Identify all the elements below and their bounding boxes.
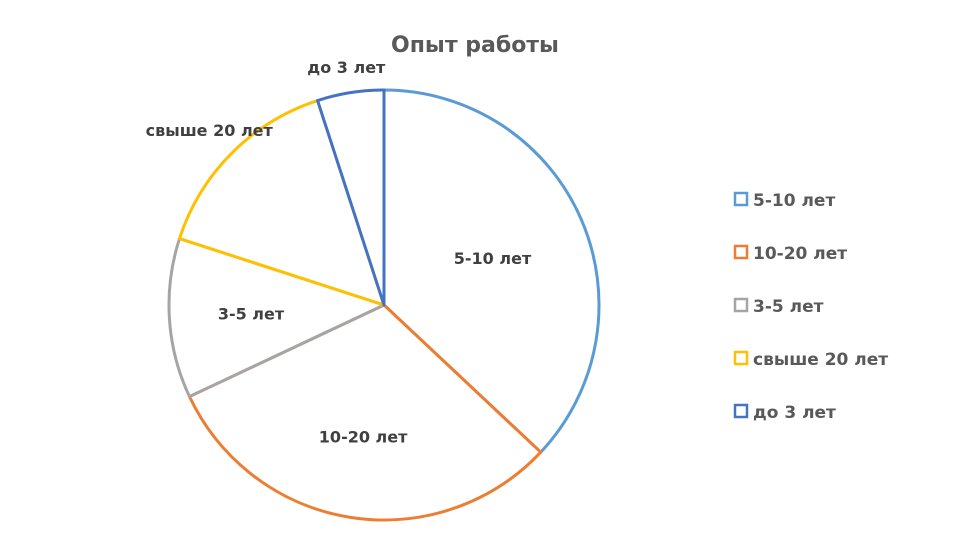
data-label-3: свыше 20 лет [146, 121, 274, 140]
legend-swatch-0 [733, 191, 749, 207]
legend-swatch-3 [733, 350, 749, 366]
legend-label-4: до 3 лет [753, 403, 836, 423]
pie-slices [167, 88, 601, 522]
pie-slice-0 [382, 88, 601, 454]
legend-label-0: 5-10 лет [753, 191, 835, 211]
legend-swatch-4 [733, 403, 749, 419]
data-label-4: до 3 лет [307, 58, 386, 77]
pie-slice-4 [316, 88, 386, 307]
data-label-0: 5-10 лет [454, 249, 532, 268]
chart-title: Опыт работы [391, 33, 559, 58]
pie-slice-2 [167, 237, 386, 399]
data-label-2: 3-5 лет [218, 304, 285, 323]
legend-label-2: 3-5 лет [753, 297, 824, 317]
data-labels: 5-10 лет 10-20 лет 3-5 лет свыше 20 лет до 3… [146, 58, 532, 447]
pie-slice-1 [187, 303, 543, 522]
data-label-1: 10-20 лет [319, 428, 408, 447]
legend-label-1: 10-20 лет [753, 244, 847, 264]
legend-swatch-2 [733, 297, 749, 313]
legend-swatch-1 [733, 244, 749, 260]
legend-label-3: свыше 20 лет [753, 350, 888, 370]
legend: 5-10 лет 10-20 лет 3-5 лет свыше 20 лет до 3… [733, 191, 888, 423]
